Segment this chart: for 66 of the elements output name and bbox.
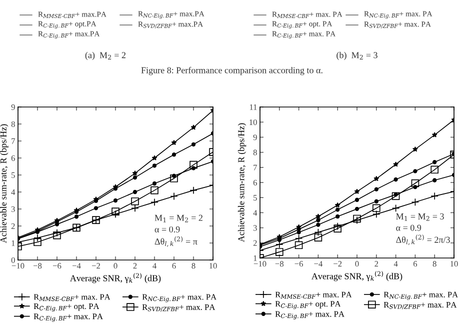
y-tick-label: 4	[11, 189, 16, 195]
legend-label: R$_{C-Eig.BF}$+ max. PA	[34, 314, 103, 322]
legend-label: R$_{C-Eig.BF}$+ opt. PA	[275, 301, 341, 310]
x-tick-label: −8	[275, 261, 284, 267]
y-tick-label: 7	[254, 164, 257, 170]
x-tick-label: 6	[172, 263, 176, 269]
annotation: α = 0.9	[396, 224, 422, 231]
y-tick-label: 5	[254, 195, 257, 201]
legend-label: R$_{C-Eig.BF}$+ max. PA	[275, 311, 344, 320]
y-tick-label: 11	[250, 104, 257, 110]
legend-label: R$_{C-Eig.BF}$+ opt. PA	[34, 303, 100, 312]
x-tick-label: −10	[254, 261, 266, 267]
y-tick-label: 1	[254, 255, 257, 261]
y-tick-label: 6	[11, 155, 15, 161]
annotation: α = 0.9	[154, 226, 180, 232]
annotation: Δθ$_{l,k}$$^{(2)}$ = 2π/3	[396, 234, 450, 245]
legend-label: R$_{SVD/ZFBF}$+ max. PA	[384, 302, 457, 310]
x-tick-label: 8	[432, 261, 436, 267]
legend-label: R$_{NC-Eig.BF}$+ max. PA	[384, 292, 458, 300]
x-tick-label: −2	[334, 261, 342, 267]
y-tick-label: 3	[11, 206, 15, 212]
annotation: M$_{1}$ = M$_{2}$ = 3	[396, 213, 444, 221]
text: (a) M$_{2}$ = 2	[85, 52, 126, 60]
x-tick-label: −2	[92, 263, 100, 269]
x-tick-label: 6	[413, 261, 418, 267]
legend-label: R$_{MMSE-CBF}$+ max. PA	[34, 294, 110, 302]
x-tick-label: −4	[72, 263, 81, 269]
x-axis-title: Average SNR, γ$_{k}$$^{(2)}$ (dB)	[312, 271, 402, 282]
x-tick-label: −10	[12, 263, 24, 269]
x-tick-label: 0	[114, 263, 118, 269]
y-axis-title: Achievable sum-rate, R (bps/Hz)	[0, 124, 8, 244]
x-tick-label: 4	[152, 263, 156, 269]
x-tick-label: −6	[294, 261, 303, 267]
x-axis-title: Average SNR, γ$_{k}$$^{(2)}$ (dB)	[70, 273, 161, 284]
x-tick-label: 0	[355, 261, 359, 267]
x-tick-label: 2	[374, 261, 378, 267]
text: (b) M$_{2}$ = 3	[336, 52, 378, 60]
y-tick-label: 2	[11, 223, 15, 229]
y-tick-label: 9	[253, 134, 257, 140]
legend-label: R$_{MMSE-CBF}$+ max. PA	[275, 292, 352, 299]
y-tick-label: 4	[253, 210, 258, 216]
y-tick-label: 5	[12, 172, 15, 178]
x-tick-label: 10	[210, 263, 217, 269]
legend-label: R$_{NC-Eig.BF}$+ max. PA	[142, 294, 217, 302]
x-tick-label: 2	[133, 263, 137, 269]
y-tick-label: 9	[11, 104, 15, 110]
y-tick-label: 10	[250, 119, 257, 126]
x-tick-label: −4	[314, 261, 323, 267]
y-tick-label: 2	[253, 240, 257, 246]
x-tick-label: −6	[52, 263, 62, 269]
y-tick-label: 3	[253, 225, 257, 231]
annotation: Δθ$_{l,k}$$^{(2)}$ = π	[154, 236, 198, 247]
y-tick-label: 8	[11, 121, 15, 127]
y-axis-title: Achievable sum-rate, R (bps/Hz)	[238, 123, 246, 242]
y-tick-label: 6	[253, 180, 257, 186]
y-tick-label: 1	[12, 240, 15, 246]
x-tick-label: 10	[450, 261, 458, 267]
y-tick-label: 7	[12, 138, 15, 144]
legend-label: R$_{SVD/ZFBF}$+ max. PA	[142, 304, 216, 312]
x-tick-label: −8	[33, 263, 42, 269]
caption: Figure 8: Performance comparison according to α.	[141, 66, 322, 76]
y-tick-label: 0	[11, 257, 15, 263]
x-tick-label: 4	[394, 261, 398, 267]
y-tick-label: 8	[253, 150, 257, 156]
x-tick-label: 8	[192, 263, 196, 269]
annotation: M$_{1}$ = M$_{2}$ = 2	[154, 214, 202, 222]
